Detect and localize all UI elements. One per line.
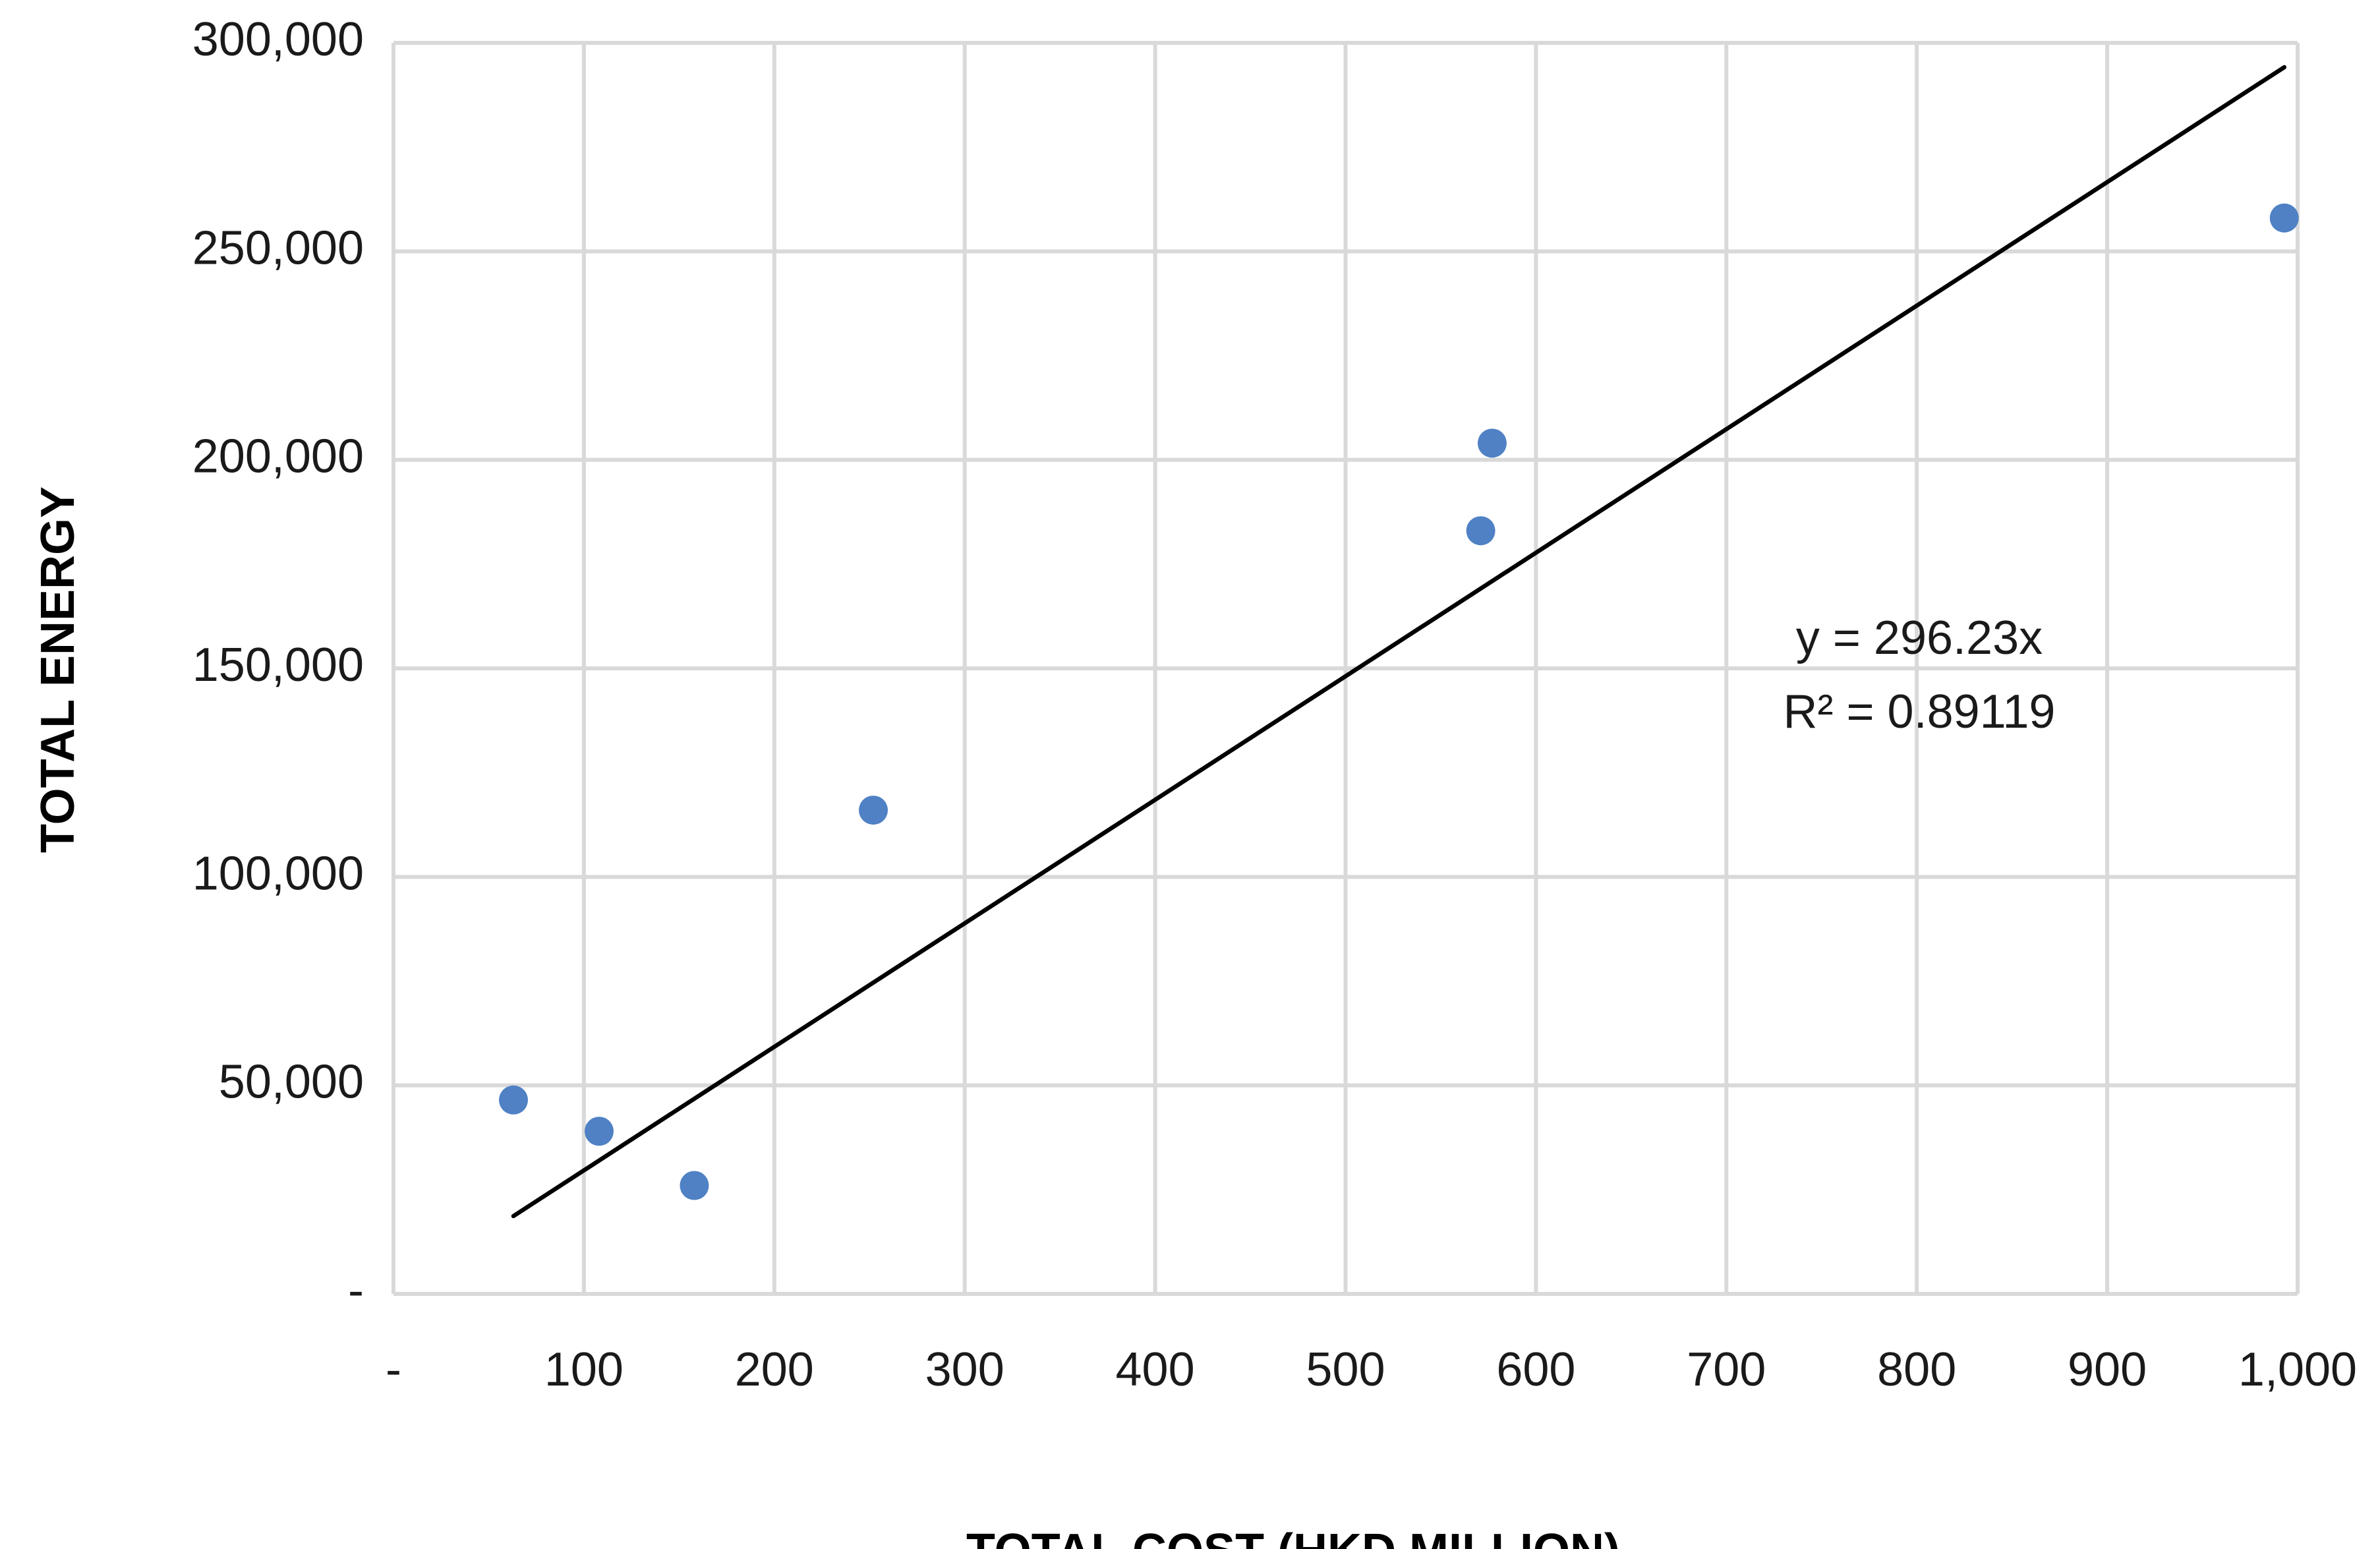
x-tick-label: - [386, 1343, 401, 1396]
x-tick-label: 400 [1116, 1343, 1195, 1396]
y-tick-label: 200,000 [192, 430, 364, 483]
x-tick-label: 800 [1877, 1343, 1956, 1396]
x-tick-label: 1,000 [2238, 1343, 2357, 1396]
trendline [511, 65, 2287, 1219]
tick-labels: - 100 200 300 400 500 600 700 800 900 1,000 - 50,000… [192, 13, 2357, 1396]
x-tick-label: 200 [735, 1343, 814, 1396]
data-point [1477, 428, 1507, 458]
x-tick-label: 300 [925, 1343, 1004, 1396]
y-tick-label: - [348, 1264, 364, 1317]
x-tick-label: 700 [1687, 1343, 1766, 1396]
y-tick-label: 150,000 [192, 639, 364, 691]
y-axis-title: TOTAL ENERGY [32, 486, 84, 853]
trendline-r-squared: R² = 0.89119 [1784, 686, 2056, 738]
data-point [2269, 203, 2299, 233]
data-point [499, 1085, 529, 1115]
x-tick-label: 900 [2068, 1343, 2147, 1396]
y-tick-label: 100,000 [192, 847, 364, 900]
trendline-equation: y = 296.23x [1796, 612, 2043, 664]
data-points [499, 203, 2299, 1200]
data-point [680, 1171, 709, 1200]
data-point [585, 1117, 614, 1146]
data-point [1466, 516, 1495, 546]
y-tick-label: 250,000 [192, 221, 364, 274]
x-tick-label: 600 [1496, 1343, 1575, 1396]
trendline-group [511, 65, 2287, 1219]
data-point [859, 796, 888, 825]
x-tick-label: 500 [1306, 1343, 1385, 1396]
axes [392, 41, 2300, 1296]
y-tick-label: 300,000 [192, 13, 364, 66]
x-tick-label: 100 [544, 1343, 624, 1396]
y-tick-label: 50,000 [219, 1056, 364, 1109]
x-axis-title: TOTAL COST (HKD MILLION) [966, 1525, 1620, 1549]
grid [393, 41, 2298, 1294]
